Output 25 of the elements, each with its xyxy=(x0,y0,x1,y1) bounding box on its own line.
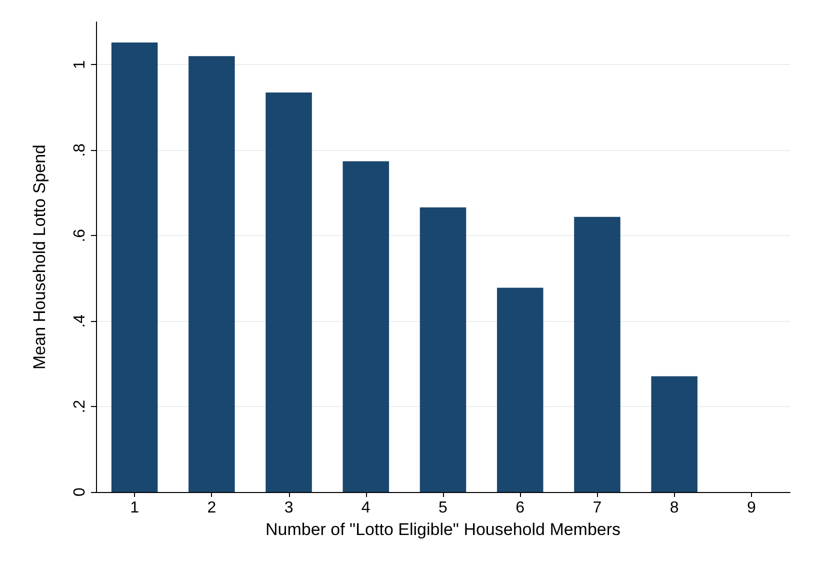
x-axis-title: Number of "Lotto Eligible" Household Members xyxy=(265,520,621,539)
bar xyxy=(651,376,698,492)
y-tick-label: .4 xyxy=(72,314,88,328)
x-tick-label: 3 xyxy=(284,500,294,516)
x-tick-label: 9 xyxy=(746,500,756,516)
x-tick-label: 5 xyxy=(438,500,448,516)
bar xyxy=(342,161,390,492)
x-tick-label: 1 xyxy=(130,500,140,516)
bar xyxy=(266,92,312,492)
bar xyxy=(188,56,235,492)
bar xyxy=(111,42,158,492)
y-tick-label: 1 xyxy=(72,60,88,70)
y-tick-label: .6 xyxy=(72,228,88,242)
y-axis-title: Mean Household Lotto Spend xyxy=(30,144,49,370)
y-tick-label: .2 xyxy=(72,400,88,414)
bar xyxy=(420,207,466,492)
bar xyxy=(574,216,620,492)
x-tick-label: 7 xyxy=(592,500,602,516)
x-tick-label: 4 xyxy=(361,500,370,516)
x-tick-label: 8 xyxy=(670,500,679,516)
x-tick-label: 6 xyxy=(516,500,525,516)
x-tick-label: 2 xyxy=(207,500,216,516)
y-tick-label: .8 xyxy=(72,143,88,157)
bar xyxy=(496,288,544,492)
y-tick-label: 0 xyxy=(72,487,88,496)
